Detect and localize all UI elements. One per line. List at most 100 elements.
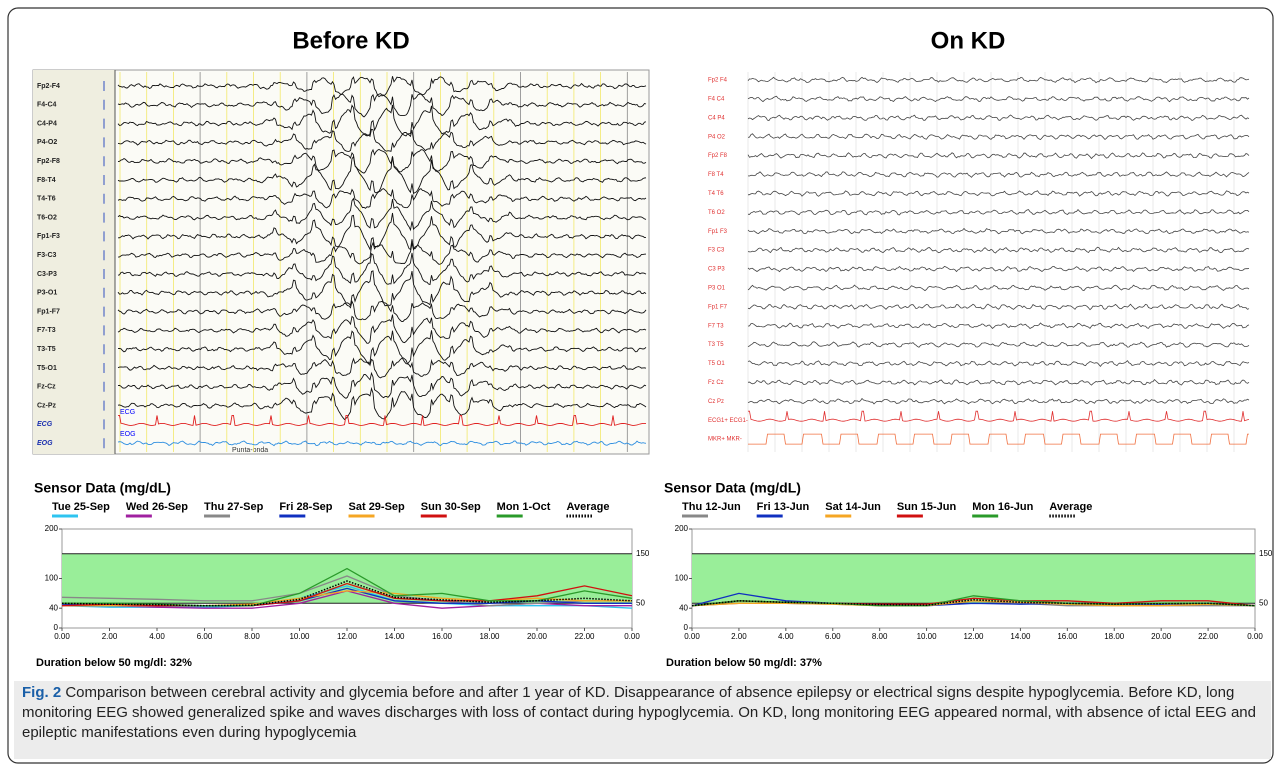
x-tick-label: 20.00 <box>527 632 548 641</box>
channel-label: F7 T3 <box>708 323 724 329</box>
eeg-panel-before <box>33 70 649 454</box>
x-tick-label: 0.00 <box>624 632 640 641</box>
channel-label: Fp1 F3 <box>708 229 728 235</box>
channel-label: T6-O2 <box>37 214 57 221</box>
x-tick-label: 8.00 <box>872 632 888 641</box>
x-tick-label: 6.00 <box>825 632 841 641</box>
y-tick-label: 100 <box>675 574 689 583</box>
channel-label: C3 P3 <box>708 267 725 273</box>
eeg-annotation: Punta-onda <box>232 447 268 454</box>
legend-label: Sat 14-Jun <box>825 501 881 513</box>
chart-title: Sensor Data (mg/dL) <box>34 480 171 496</box>
x-tick-label: 6.00 <box>197 632 213 641</box>
y2-tick-label: 50 <box>636 598 645 607</box>
panel-title: Before KD <box>292 27 409 54</box>
x-tick-label: 0.00 <box>684 632 700 641</box>
legend-label: Thu 27-Sep <box>204 501 264 513</box>
channel-label: ECG1+ ECG1- <box>708 418 748 424</box>
x-tick-label: 10.00 <box>289 632 310 641</box>
channel-label: EOG <box>37 440 53 447</box>
y-tick-label: 0 <box>684 623 689 632</box>
channel-label: Fp2-F8 <box>37 158 60 165</box>
eeg-annotation: EOG <box>120 431 136 438</box>
x-tick-label: 14.00 <box>1010 632 1031 641</box>
x-tick-label: 4.00 <box>149 632 165 641</box>
y-tick-label: 0 <box>54 623 59 632</box>
channel-label: T3 T5 <box>708 342 724 348</box>
channel-label: T6 O2 <box>708 210 725 216</box>
channel-label: Fp1-F7 <box>37 308 60 315</box>
channel-label: F4-C4 <box>37 102 57 109</box>
channel-label: C4-P4 <box>37 120 57 127</box>
x-tick-label: 22.00 <box>574 632 595 641</box>
x-tick-label: 0.00 <box>1247 632 1263 641</box>
target-band <box>62 554 632 604</box>
channel-label: P3 O1 <box>708 285 726 291</box>
y-tick-label: 200 <box>45 524 59 533</box>
legend-label: Sat 29-Sep <box>349 501 406 513</box>
channel-label: MKR+ MKR- <box>708 437 742 443</box>
duration-note: Duration below 50 mg/dl: 32% <box>36 657 192 669</box>
legend-label: Fri 28-Sep <box>279 501 332 513</box>
legend-label: Mon 1-Oct <box>497 501 551 513</box>
legend-label: Mon 16-Jun <box>972 501 1033 513</box>
x-tick-label: 14.00 <box>384 632 405 641</box>
channel-label: P4-O2 <box>37 139 57 146</box>
eeg-label-column <box>33 70 115 454</box>
y-tick-label: 100 <box>45 574 59 583</box>
x-tick-label: 8.00 <box>244 632 260 641</box>
channel-label: ECG <box>37 421 53 428</box>
channel-label: T5-O1 <box>37 365 57 372</box>
channel-label: F8-T4 <box>37 177 56 184</box>
page: Before KD On KD ECG EOG Punta-onda Fp2-F… <box>0 0 1281 770</box>
channel-label: F8 T4 <box>708 172 724 178</box>
y2-tick-label: 150 <box>636 549 650 558</box>
channel-label: F4 C4 <box>708 96 725 102</box>
legend-label: Average <box>566 501 609 513</box>
y-tick-label: 40 <box>49 603 58 612</box>
y2-tick-label: 50 <box>1259 598 1268 607</box>
legend-label: Fri 13-Jun <box>757 501 810 513</box>
channel-label: F7-T3 <box>37 327 56 334</box>
panel-title: On KD <box>931 27 1006 54</box>
caption-text: Comparison between cerebral activity and… <box>22 684 1256 741</box>
legend-label: Wed 26-Sep <box>126 501 188 513</box>
channel-label: Fp2-F4 <box>37 83 60 90</box>
legend-label: Tue 25-Sep <box>52 501 110 513</box>
channel-label: P4 O2 <box>708 134 726 140</box>
x-tick-label: 20.00 <box>1151 632 1172 641</box>
channel-label: T5 O1 <box>708 361 725 367</box>
duration-note: Duration below 50 mg/dl: 37% <box>666 657 822 669</box>
figure: Before KD On KD ECG EOG Punta-onda Fp2-F… <box>0 0 1281 770</box>
x-tick-label: 2.00 <box>731 632 747 641</box>
channel-label: P3-O1 <box>37 290 57 297</box>
x-tick-label: 16.00 <box>432 632 453 641</box>
channel-label: T3-T5 <box>37 346 56 353</box>
legend-label: Average <box>1049 501 1092 513</box>
channel-label: C4 P4 <box>708 115 725 121</box>
caption: Fig. 2 Comparison between cerebral activ… <box>14 681 1271 759</box>
x-tick-label: 16.00 <box>1057 632 1078 641</box>
channel-label: Fz Cz <box>708 380 724 386</box>
channel-label: Fz-Cz <box>37 384 56 391</box>
chart-title: Sensor Data (mg/dL) <box>664 480 801 496</box>
legend-label: Sun 15-Jun <box>897 501 957 513</box>
legend-label: Thu 12-Jun <box>682 501 741 513</box>
channel-label: Fp1-F3 <box>37 233 60 240</box>
x-tick-label: 4.00 <box>778 632 794 641</box>
channel-label: Cz-Pz <box>37 402 57 409</box>
channel-label: Cz Pz <box>708 399 724 405</box>
channel-label: C3-P3 <box>37 271 57 278</box>
x-tick-label: 12.00 <box>337 632 358 641</box>
channel-label: F3-C3 <box>37 252 57 259</box>
x-tick-label: 2.00 <box>102 632 118 641</box>
channel-label: Fp1 F7 <box>708 304 728 310</box>
eeg-annotation: ECG <box>120 409 135 416</box>
x-tick-label: 18.00 <box>1104 632 1125 641</box>
channel-label: Fp2 F4 <box>708 78 728 84</box>
channel-label: T4-T6 <box>37 196 56 203</box>
x-tick-label: 10.00 <box>917 632 938 641</box>
caption-label: Fig. 2 <box>22 684 61 701</box>
channel-label: T4 T6 <box>708 191 724 197</box>
y-tick-label: 40 <box>679 603 688 612</box>
